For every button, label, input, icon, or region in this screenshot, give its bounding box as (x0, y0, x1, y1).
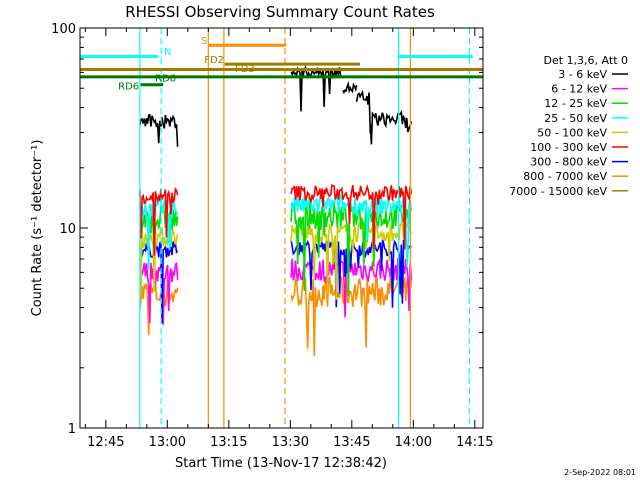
vertical-markers (139, 28, 471, 428)
legend-label-0: 3 - 6 keV (558, 68, 607, 81)
x-axis-label: Start Time (13-Nov-17 12:38:42) (175, 456, 387, 471)
legend-label-2: 12 - 25 keV (544, 97, 607, 110)
chart-title: RHESSI Observing Summary Count Rates (125, 3, 435, 21)
flag-label-4: RD6 (155, 73, 176, 84)
flag-label-3: FD3 (235, 64, 255, 75)
axis-ticks: 12:45 13:00 13:15 13:30 13:45 14:00 14:15 1 10 10… (51, 22, 493, 450)
flag-label-1: S (201, 36, 207, 47)
flag-label-5: RD6 (118, 81, 139, 92)
legend-label-5: 100 - 300 keV (530, 141, 607, 154)
x-tick-label-4: 13:45 (333, 435, 370, 450)
series-3-6keV-trace-2 (342, 80, 358, 95)
legend-label-4: 50 - 100 keV (537, 126, 607, 139)
series-3-6keV-trace-1 (290, 65, 344, 112)
series-800-7000keV-trace-0 (139, 279, 179, 336)
series-100-300keV-trace-1 (290, 183, 413, 250)
series-3-6keV-trace-4 (369, 109, 405, 145)
flag-label-0: N (164, 47, 171, 58)
legend-label-7: 800 - 7000 keV (523, 170, 607, 183)
series-50-100keV-trace-0 (139, 227, 179, 294)
series-300-800keV-trace-0 (139, 240, 179, 324)
x-tick-label-2: 13:15 (210, 435, 247, 450)
series-3-6keV-trace-0 (139, 113, 179, 147)
y-axis-label: Count Rate (s⁻¹ detector⁻¹) (30, 140, 45, 317)
x-tick-label-3: 13:30 (272, 435, 309, 450)
y-tick-label-2: 100 (51, 22, 76, 37)
series-layer (139, 65, 413, 357)
x-tick-label-1: 13:00 (149, 435, 186, 450)
legend-label-6: 300 - 800 keV (530, 156, 607, 169)
x-tick-label-0: 12:45 (87, 435, 124, 450)
x-tick-label-6: 14:15 (456, 435, 493, 450)
series-25-50keV-trace-1 (290, 194, 413, 267)
series-300-800keV-trace-1 (290, 237, 412, 308)
footer-date: 2-Sep-2022 08:01 (564, 468, 636, 477)
legend-label-8: 7000 - 15000 keV (509, 185, 607, 198)
x-tick-label-5: 14:00 (395, 435, 432, 450)
y-tick-label-0: 1 (68, 422, 76, 437)
series-100-300keV-trace-0 (139, 186, 179, 256)
series-3-6keV-trace-3 (355, 90, 372, 134)
series-6-12keV-trace-0 (139, 262, 179, 325)
series-50-100keV-trace-1 (290, 219, 413, 300)
y-tick-label-1: 10 (59, 222, 76, 237)
legend-header: Det 1,3,6, Att 0 (544, 54, 628, 67)
legend-label-3: 25 - 50 keV (544, 112, 607, 125)
flag-label-2: FD2 (204, 55, 224, 66)
series-800-7000keV-trace-1 (290, 274, 413, 357)
flag-bars: N S FD2 FD3 RD6 RD6 (80, 36, 483, 92)
legend-label-1: 6 - 12 keV (551, 83, 607, 96)
